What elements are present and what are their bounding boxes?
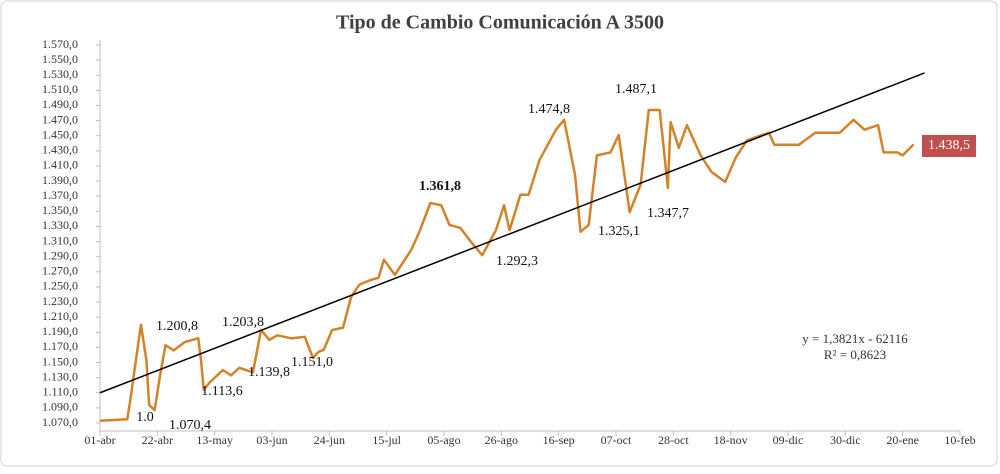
y-tick-label: 1.330,0 (42, 218, 78, 232)
y-tick-label: 1.350,0 (42, 203, 78, 217)
last-value-box (922, 135, 976, 157)
x-tick-label: 10-feb (944, 433, 975, 447)
annotation: 1.070,4 (169, 418, 211, 433)
x-tick-label: 09-dic (773, 433, 804, 447)
x-tick-label: 20-ene (886, 433, 919, 447)
x-tick-label: 05-ago (427, 433, 460, 447)
annotation: 1.203,8 (222, 315, 264, 330)
annotation: 1.292,3 (496, 254, 538, 269)
annotation: 1.0 (136, 410, 154, 425)
y-tick-label: 1.450,0 (42, 127, 78, 141)
y-tick-label: 1.230,0 (42, 294, 78, 308)
annotation: 1.200,8 (156, 319, 198, 334)
trend-equation: R² = 0,8623 (824, 347, 886, 362)
y-tick-label: 1.490,0 (42, 97, 78, 111)
y-tick-label: 1.530,0 (42, 67, 78, 81)
annotation: 1.139,8 (248, 365, 290, 380)
y-tick-label: 1.270,0 (42, 264, 78, 278)
x-tick-label: 03-jun (256, 433, 287, 447)
y-tick-label: 1.190,0 (42, 324, 78, 338)
y-tick-label: 1.090,0 (42, 400, 78, 414)
y-tick-label: 1.290,0 (42, 248, 78, 262)
y-tick-label: 1.410,0 (42, 158, 78, 172)
y-tick-label: 1.470,0 (42, 112, 78, 126)
annotation: 1.347,7 (647, 206, 689, 221)
y-tick-label: 1.170,0 (42, 339, 78, 353)
x-tick-label: 26-ago (485, 433, 518, 447)
series-line (99, 108, 915, 422)
y-tick-label: 1.550,0 (42, 52, 78, 66)
x-tick-label: 30-dic (830, 433, 861, 447)
y-tick-label: 1.570,0 (42, 37, 78, 51)
y-tick-label: 1.430,0 (42, 143, 78, 157)
y-tick-label: 1.210,0 (42, 309, 78, 323)
x-tick-label: 16-sep (543, 433, 575, 447)
annotation: 1.487,1 (615, 82, 657, 97)
x-tick-label: 15-jul (372, 433, 401, 447)
y-tick-label: 1.250,0 (42, 279, 78, 293)
x-tick-label: 13-may (196, 433, 233, 447)
x-tick-label: 28-oct (658, 433, 689, 447)
x-tick-label: 24-jun (314, 433, 345, 447)
x-tick-label: 18-nov (714, 433, 748, 447)
y-tick-label: 1.130,0 (42, 369, 78, 383)
x-tick-label: 07-oct (601, 433, 632, 447)
y-tick-label: 1.510,0 (42, 82, 78, 96)
trend-equation: y = 1,3821x - 62116 (802, 331, 908, 346)
annotation: 1.151,0 (291, 355, 333, 370)
x-tick-label: 01-abr (84, 433, 115, 447)
annotation: 1.325,1 (598, 224, 640, 239)
y-tick-label: 1.070,0 (42, 415, 78, 429)
x-tick-label: 22-abr (142, 433, 173, 447)
y-tick-label: 1.310,0 (42, 233, 78, 247)
y-tick-label: 1.110,0 (42, 385, 78, 399)
y-tick-label: 1.390,0 (42, 173, 78, 187)
last-value-label: 1.438,5 (928, 138, 970, 153)
annotation: 1.361,8 (419, 179, 461, 194)
trendline (99, 72, 925, 394)
annotation: 1.474,8 (528, 102, 570, 117)
y-tick-label: 1.370,0 (42, 188, 78, 202)
y-tick-label: 1.150,0 (42, 354, 78, 368)
annotation: 1.113,6 (201, 384, 242, 399)
chart-title: Tipo de Cambio Comunicación A 3500 (336, 12, 664, 34)
